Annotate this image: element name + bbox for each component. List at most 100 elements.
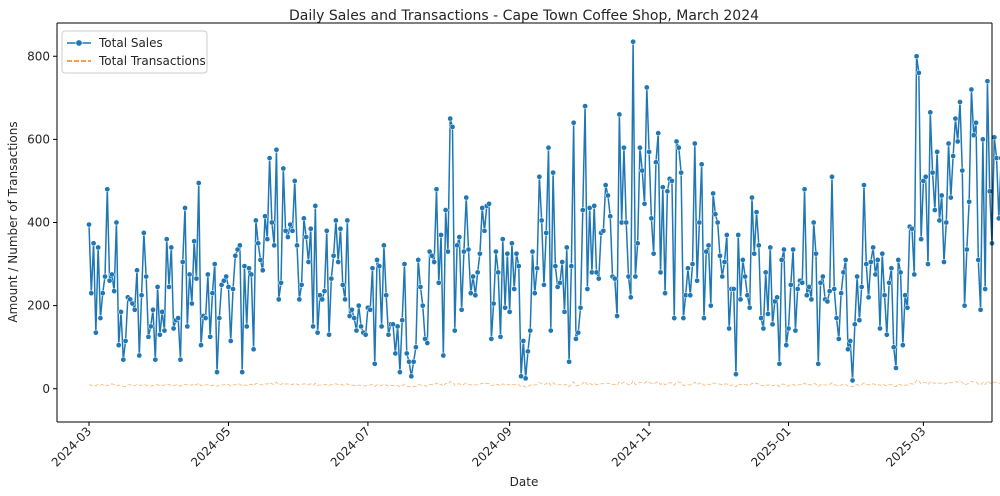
data-point-total-sales — [664, 188, 671, 195]
data-point-total-sales — [253, 217, 259, 224]
data-point-total-sales — [639, 167, 646, 174]
data-point-total-sales — [959, 167, 966, 174]
data-point-total-sales — [179, 259, 186, 265]
data-point-total-sales — [840, 269, 847, 276]
data-point-total-sales — [605, 192, 611, 199]
data-point-total-sales — [698, 161, 705, 168]
data-point-total-sales — [522, 375, 529, 382]
data-point-total-sales — [696, 219, 703, 226]
data-point-total-sales — [712, 211, 719, 218]
data-point-total-sales — [289, 227, 296, 234]
data-point-total-sales — [762, 269, 769, 276]
data-point-total-sales — [90, 240, 97, 247]
data-point-total-sales — [799, 279, 806, 286]
data-point-total-sales — [271, 242, 278, 249]
data-point-total-sales — [115, 342, 122, 348]
data-point-total-sales — [518, 373, 524, 380]
data-point-total-sales — [657, 269, 664, 276]
data-point-total-sales — [705, 242, 712, 249]
data-point-total-sales — [831, 286, 838, 292]
data-point-total-sales — [982, 286, 988, 292]
series-markers-total-sales — [86, 38, 1000, 384]
data-point-total-sales — [230, 286, 236, 292]
data-point-total-sales — [614, 313, 620, 319]
data-point-total-sales — [616, 111, 623, 118]
data-point-total-sales — [509, 240, 515, 247]
data-point-total-sales — [570, 119, 577, 126]
data-point-total-sales — [369, 265, 376, 272]
data-point-total-sales — [362, 331, 369, 338]
data-point-total-sales — [687, 292, 694, 299]
data-point-total-sales — [525, 348, 531, 355]
data-point-total-sales — [102, 273, 108, 280]
data-point-total-sales — [330, 252, 337, 259]
data-point-total-sales — [874, 257, 881, 263]
data-point-total-sales — [934, 148, 940, 155]
data-point-total-sales — [111, 288, 118, 294]
data-point-total-sales — [817, 279, 824, 286]
data-point-total-sales — [932, 207, 938, 213]
data-point-total-sales — [504, 250, 511, 257]
data-point-total-sales — [739, 257, 746, 263]
data-point-total-sales — [321, 288, 328, 294]
data-point-total-sales — [575, 329, 582, 336]
data-point-total-sales — [673, 138, 680, 145]
data-point-total-sales — [582, 103, 588, 109]
data-point-total-sales — [419, 302, 426, 309]
data-point-total-sales — [563, 244, 570, 251]
data-point-total-sales — [611, 275, 618, 282]
data-point-total-sales — [829, 173, 835, 180]
data-point-total-sales — [216, 315, 223, 321]
data-point-total-sales — [801, 186, 808, 193]
data-point-total-sales — [262, 213, 268, 220]
data-point-total-sales — [863, 261, 870, 267]
data-point-total-sales — [730, 286, 737, 292]
data-point-total-sales — [543, 230, 550, 236]
data-point-total-sales — [159, 309, 166, 315]
data-point-total-sales — [237, 242, 243, 249]
data-point-total-sales — [856, 317, 863, 324]
data-point-total-sales — [198, 342, 204, 348]
data-point-total-sales — [803, 292, 810, 299]
data-point-total-sales — [577, 304, 584, 311]
data-point-total-sales — [630, 38, 636, 45]
data-point-total-sales — [477, 250, 483, 257]
data-point-total-sales — [333, 217, 339, 224]
data-point-total-sales — [541, 281, 547, 288]
data-point-total-sales — [463, 194, 470, 201]
data-point-total-sales — [680, 315, 687, 321]
data-point-total-sales — [438, 232, 444, 238]
y-axis-label: Amount / Number of Transactions — [6, 121, 20, 322]
data-point-total-sales — [879, 250, 886, 257]
data-point-total-sales — [486, 200, 492, 207]
data-point-total-sales — [474, 269, 481, 276]
data-point-total-sales — [113, 219, 120, 226]
data-point-total-sales — [154, 284, 161, 290]
data-point-total-sales — [328, 275, 335, 282]
data-point-total-sales — [973, 119, 979, 126]
data-point-total-sales — [977, 306, 984, 313]
data-point-total-sales — [625, 273, 632, 280]
data-point-total-sales — [118, 309, 124, 315]
data-point-total-sales — [703, 248, 710, 255]
data-point-total-sales — [447, 115, 454, 122]
data-point-total-sales — [851, 321, 858, 328]
data-point-total-sales — [744, 292, 751, 299]
data-point-total-sales — [157, 331, 163, 338]
data-point-total-sales — [847, 338, 854, 344]
data-point-total-sales — [93, 329, 99, 336]
data-point-total-sales — [278, 279, 284, 286]
data-point-total-sales — [593, 269, 600, 276]
data-point-total-sales — [182, 205, 188, 211]
y-tick-label: 0 — [42, 382, 50, 396]
data-point-total-sales — [435, 279, 442, 286]
data-point-total-sales — [707, 302, 714, 309]
data-point-total-sales — [175, 315, 182, 321]
data-point-total-sales — [120, 356, 127, 363]
data-point-total-sales — [392, 350, 399, 357]
data-point-total-sales — [641, 200, 648, 207]
data-point-total-sales — [808, 296, 815, 303]
data-point-total-sales — [918, 236, 924, 242]
data-point-total-sales — [488, 336, 495, 342]
data-point-total-sales — [685, 265, 691, 272]
